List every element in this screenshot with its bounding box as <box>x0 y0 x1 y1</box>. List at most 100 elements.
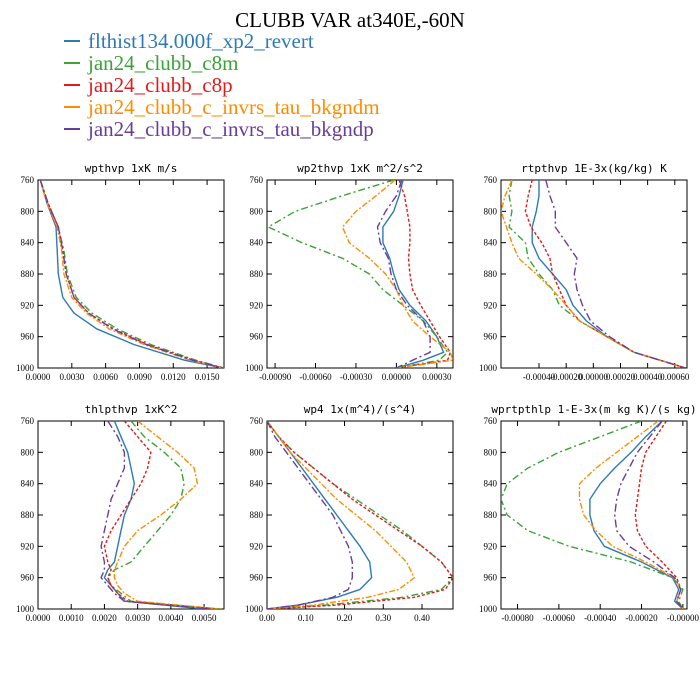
legend-label: flthist134.000f_xp2_revert <box>88 29 314 53</box>
panel-title: thlpthvp 1xK^2 <box>85 403 178 416</box>
y-tick-label: 960 <box>21 332 35 342</box>
legend-swatch <box>64 106 80 108</box>
legend-label: jan24_clubb_c8p <box>88 73 233 97</box>
series-line <box>107 421 221 609</box>
legend-swatch <box>64 128 80 130</box>
y-tick-label: 880 <box>250 269 264 279</box>
series-line <box>501 421 684 609</box>
x-tick-label: 0.0090 <box>127 372 152 382</box>
legend-label: jan24_clubb_c_invrs_tau_bkgndm <box>88 95 380 119</box>
series-group <box>501 421 684 609</box>
series-line <box>113 421 221 609</box>
y-tick-label: 760 <box>484 175 498 185</box>
x-tick-label: 0.00000 <box>579 372 609 382</box>
series-line <box>501 180 686 368</box>
panel-4: thlpthvp 1xK^276080084088092096010000.00… <box>16 403 225 623</box>
series-line <box>634 421 684 609</box>
x-tick-label: -0.00040 <box>523 372 556 382</box>
legend: flthist134.000f_xp2_revert jan24_clubb_c… <box>64 30 380 140</box>
series-line <box>267 421 453 609</box>
x-tick-label: 0.00030 <box>422 372 452 382</box>
series-line <box>589 421 684 609</box>
y-tick-label: 760 <box>21 175 35 185</box>
series-line <box>508 180 686 368</box>
series-line <box>267 421 373 609</box>
x-tick-label: 0.20 <box>337 613 353 623</box>
series-line <box>545 180 686 368</box>
legend-item: jan24_clubb_c_invrs_tau_bkgndp <box>64 118 380 140</box>
panel-5: wp4 1x(m^4)/(s^4)76080084088092096010000… <box>245 403 454 623</box>
series-group <box>100 421 221 609</box>
panel-6: wprtpthlp 1-E-3x(m kg K)/(s kg)760 800 840… <box>479 403 699 623</box>
y-tick-label: 880 <box>484 269 498 279</box>
x-tick-label: 0.00020 <box>606 372 636 382</box>
series-group <box>501 180 686 368</box>
y-tick-label: 1000 <box>16 604 35 614</box>
y-tick-label: 920 <box>250 541 264 551</box>
series-line <box>267 421 415 609</box>
panel-title: rtpthvp 1E-3x(kg/kg) K <box>521 162 667 175</box>
y-tick-label: 880 <box>250 510 264 520</box>
y-tick-label: 1000 <box>245 363 264 373</box>
x-tick-label: 0.0030 <box>59 372 84 382</box>
x-tick-label: -0.00000 <box>667 613 700 623</box>
series-line <box>376 180 431 368</box>
y-tick-label: 1000 <box>245 604 264 614</box>
series-line <box>382 180 445 368</box>
y-tick-label: 880 <box>484 510 498 520</box>
x-tick-label: -0.00020 <box>550 372 583 382</box>
x-tick-label: 0.00060 <box>660 372 690 382</box>
y-tick-label: 840 <box>21 238 35 248</box>
legend-item: flthist134.000f_xp2_revert <box>64 30 380 52</box>
series-line <box>267 421 453 609</box>
legend-label: jan24_clubb_c_invrs_tau_bkgndp <box>88 117 374 141</box>
series-line <box>614 421 684 609</box>
y-tick-label: 800 <box>484 206 498 216</box>
x-tick-label: 0.0150 <box>195 372 220 382</box>
y-tick-label: 800 <box>21 447 35 457</box>
y-tick-label: 1000 <box>479 604 498 614</box>
x-tick-label: 0.00040 <box>633 372 663 382</box>
panel-title: wprtpthlp 1-E-3x(m kg K)/(s kg) <box>491 403 696 416</box>
y-tick-label: 760 <box>21 416 35 426</box>
x-tick-label: 0.0000 <box>26 372 51 382</box>
x-tick-label: 0.0020 <box>92 613 117 623</box>
x-tick-label: 0.00 <box>259 613 275 623</box>
x-tick-label: 0.0040 <box>158 613 183 623</box>
legend-item: jan24_clubb_c8p <box>64 74 380 96</box>
legend-swatch <box>64 62 80 64</box>
x-tick-label: -0.00080 <box>501 613 534 623</box>
y-tick-label: 960 <box>484 332 498 342</box>
series-line <box>524 180 686 368</box>
y-tick-label: 960 <box>484 573 498 583</box>
y-tick-label: 920 <box>21 300 35 310</box>
y-tick-label: 760 <box>484 416 498 426</box>
x-tick-label: 0.30 <box>375 613 391 623</box>
legend-item: jan24_clubb_c8m <box>64 52 380 74</box>
series-line <box>103 421 205 609</box>
y-tick-label: 960 <box>250 332 264 342</box>
x-tick-label: -0.00040 <box>584 613 617 623</box>
x-tick-label: 0.40 <box>414 613 430 623</box>
x-tick-label: -0.00020 <box>625 613 658 623</box>
y-tick-label: 840 <box>250 238 264 248</box>
y-tick-label: 920 <box>21 541 35 551</box>
panel-3: rtpthvp 1E-3x(kg/kg) K 760 800 840 880 920 960… <box>479 162 690 382</box>
panel-title: wpthvp 1xK m/s <box>85 162 178 175</box>
series-line <box>396 180 451 368</box>
panel-title: wp4 1x(m^4)/(s^4) <box>304 403 417 416</box>
x-tick-label: 0.0000 <box>26 613 51 623</box>
y-tick-label: 800 <box>21 206 35 216</box>
series-line <box>341 180 453 368</box>
y-tick-label: 840 <box>21 479 35 489</box>
x-tick-label: 0.0030 <box>125 613 150 623</box>
y-tick-label: 1000 <box>479 363 498 373</box>
y-tick-label: 920 <box>484 300 498 310</box>
panel-title: wp2thvp 1xK m^2/s^2 <box>297 162 423 175</box>
series-line <box>267 421 353 609</box>
x-tick-label: -0.00030 <box>340 372 373 382</box>
series-line <box>39 180 224 368</box>
y-tick-label: 840 <box>250 479 264 489</box>
series-line <box>39 180 224 368</box>
